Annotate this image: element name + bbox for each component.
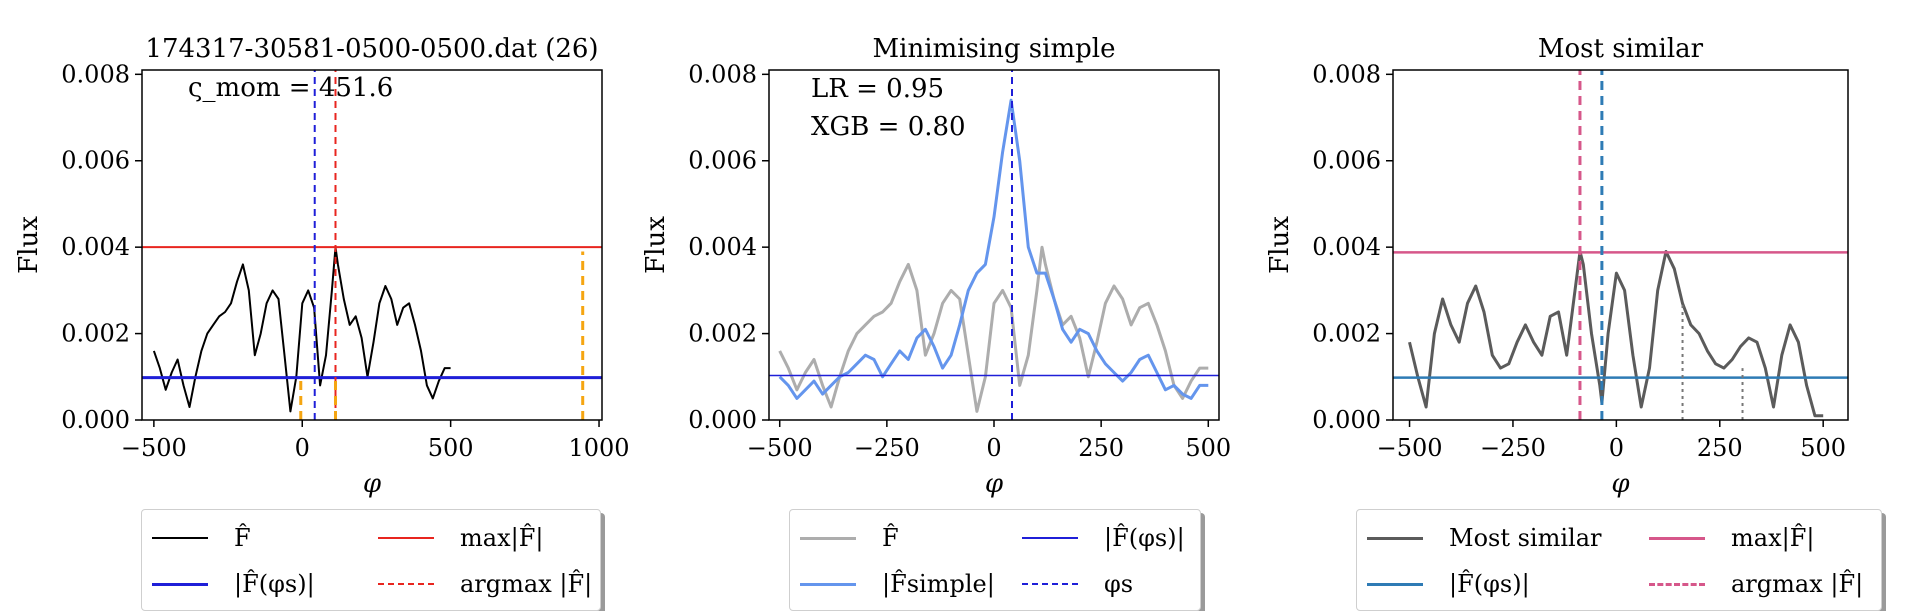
- legend-label: F̂: [234, 524, 251, 552]
- x-tick-label: −500: [1377, 434, 1443, 462]
- y-tick-label: 0.008: [61, 60, 130, 88]
- legend-swatch: [1022, 537, 1078, 539]
- y-tick-label: 0.002: [688, 320, 757, 348]
- legend-item: φs: [1022, 570, 1133, 598]
- x-tick-label: 500: [428, 434, 474, 462]
- series-line-1: [1408, 250, 1824, 418]
- y-tick-label: 0.000: [61, 406, 130, 434]
- legend-item: F̂: [800, 524, 899, 552]
- legend-label: |F̂simple|: [882, 570, 995, 598]
- x-axis-label: φ: [1611, 469, 1630, 499]
- y-tick-label: 0.006: [688, 147, 757, 175]
- y-tick-label: 0.006: [61, 147, 130, 175]
- legend-label: Most similar: [1449, 524, 1602, 552]
- legend-swatch: [1649, 536, 1705, 540]
- legend-label: F̂: [882, 524, 899, 552]
- chart-panel-2: −500 −250 0 250 500 0.000 0.002 0.004 0.006 0.008…: [641, 34, 1231, 499]
- x-tick-label: 1000: [568, 434, 629, 462]
- legend-panel-2: F̂ |F̂(φs)| |F̂simple| φs: [789, 509, 1201, 611]
- x-tick-label: 0: [295, 434, 310, 462]
- legend-panel-1: F̂ max|F̂| |F̂(φs)| argmax |F̂|: [141, 509, 601, 611]
- y-tick-label: 0.002: [1312, 320, 1381, 348]
- chart-title: 174317-30581-0500-0500.dat (26): [145, 34, 598, 64]
- x-tick-label: −250: [854, 434, 920, 462]
- axes-frame: [1392, 69, 1849, 421]
- y-tick-label: 0.000: [688, 406, 757, 434]
- y-axis-label: Flux: [14, 216, 44, 274]
- x-tick-label: 500: [1800, 434, 1846, 462]
- legend-swatch: [152, 582, 208, 586]
- x-tick-label: 0: [986, 434, 1001, 462]
- legend-swatch: [378, 537, 434, 539]
- chart-title: Minimising simple: [873, 34, 1116, 64]
- legend-label: |F̂(φs)|: [234, 570, 315, 598]
- x-tick-label: 0: [1609, 434, 1624, 462]
- plot-annotation: XGB = 0.80: [811, 112, 966, 142]
- legend-item: argmax |F̂|: [378, 570, 592, 598]
- legend-panel-3: Most similar max|F̂| |F̂(φs)| argmax |F̂…: [1356, 509, 1882, 611]
- x-axis-label: φ: [985, 469, 1004, 499]
- chart-panel-1: −500 0 500 1000 0.000 0.002 0.004 0.006 0.008 174…: [14, 34, 630, 499]
- x-tick-label: −500: [121, 434, 187, 462]
- x-tick-label: 250: [1697, 434, 1743, 462]
- y-tick-label: 0.004: [61, 233, 130, 261]
- legend-swatch: [1649, 582, 1705, 586]
- legend-item: max|F̂|: [1649, 524, 1814, 552]
- legend-item: argmax |F̂|: [1649, 570, 1863, 598]
- y-axis-label: Flux: [1265, 216, 1295, 274]
- chart-panel-3: −500 −250 0 250 500 0.000 0.002 0.004 0.006 0.008…: [1265, 34, 1849, 499]
- plot-annotation: LR = 0.95: [811, 74, 944, 104]
- axes-frame: [141, 69, 603, 421]
- legend-label: argmax |F̂|: [1731, 570, 1864, 598]
- series-line-2: [778, 98, 1209, 400]
- y-tick-label: 0.000: [1312, 406, 1381, 434]
- y-tick-label: 0.008: [1312, 60, 1381, 88]
- legend-label: max|F̂|: [460, 524, 544, 552]
- legend-item: |F̂(φs)|: [1022, 524, 1185, 552]
- legend-item: |F̂(φs)|: [152, 570, 315, 598]
- y-axis-label: Flux: [641, 216, 671, 274]
- x-tick-label: −250: [1480, 434, 1546, 462]
- plot-area: [1393, 70, 1848, 420]
- legend-label: |F̂(φs)|: [1449, 570, 1530, 598]
- x-tick-label: 250: [1078, 434, 1124, 462]
- legend-label: φs: [1104, 570, 1134, 598]
- series-line-1: [778, 245, 1209, 413]
- legend-swatch: [1367, 582, 1423, 586]
- y-tick-label: 0.008: [688, 60, 757, 88]
- legend-item: max|F̂|: [378, 524, 543, 552]
- plot-annotation: ς_mom = 451.6: [188, 73, 393, 103]
- legend-item: |F̂(φs)|: [1367, 570, 1530, 598]
- legend-swatch: [800, 536, 856, 540]
- y-tick-label: 0.002: [61, 320, 130, 348]
- legend-swatch: [1022, 583, 1078, 585]
- chart-title: Most similar: [1538, 34, 1704, 64]
- legend-item: Most similar: [1367, 524, 1602, 552]
- x-tick-label: −500: [747, 434, 813, 462]
- legend-label: |F̂(φs)|: [1104, 524, 1185, 552]
- y-tick-label: 0.004: [688, 233, 757, 261]
- plot-area: [142, 70, 602, 420]
- legend-swatch: [152, 537, 208, 539]
- figure-canvas: −500 0 500 1000 0.000 0.002 0.004 0.006 0.008 174…: [14, 34, 1849, 499]
- x-tick-label: 500: [1185, 434, 1231, 462]
- legend-swatch: [1367, 536, 1423, 540]
- x-axis-label: φ: [363, 469, 382, 499]
- legend-label: argmax |F̂|: [460, 570, 593, 598]
- legend-swatch: [800, 582, 856, 586]
- legend-item: F̂: [152, 524, 251, 552]
- series-line-1: [152, 246, 451, 413]
- plot-area: [769, 70, 1219, 420]
- y-tick-label: 0.006: [1312, 147, 1381, 175]
- legend-label: max|F̂|: [1731, 524, 1815, 552]
- y-tick-label: 0.004: [1312, 233, 1381, 261]
- legend-item: |F̂simple|: [800, 570, 995, 598]
- legend-swatch: [378, 583, 434, 585]
